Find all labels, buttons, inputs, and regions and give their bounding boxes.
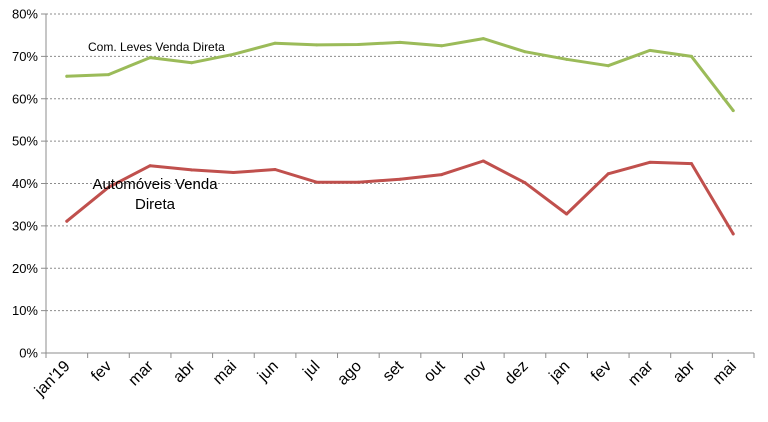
x-tick-label: dez	[502, 358, 532, 388]
data-point	[148, 164, 152, 168]
data-point	[481, 159, 485, 163]
data-point	[565, 57, 569, 61]
axes	[45, 14, 754, 354]
data-point	[481, 37, 485, 41]
data-point	[398, 177, 402, 181]
data-point	[606, 172, 610, 176]
x-tick-label: mar	[625, 357, 657, 389]
data-point	[440, 173, 444, 177]
y-tick-label: 40%	[12, 176, 38, 191]
x-tick-label: jun	[254, 358, 282, 386]
x-tick-label: mar	[125, 357, 157, 389]
data-point	[190, 61, 194, 65]
data-point	[190, 168, 194, 172]
x-tick-label: jan	[546, 358, 574, 386]
data-point	[356, 180, 360, 184]
x-tick-label: jul	[299, 358, 323, 382]
data-point	[606, 64, 610, 68]
x-tick-label: jan'19	[31, 358, 74, 401]
data-point	[648, 48, 652, 52]
data-point	[440, 44, 444, 48]
x-tick-label: mai	[210, 358, 240, 388]
data-point	[315, 180, 319, 184]
data-point	[65, 74, 69, 78]
x-axis-ticks: jan'19 fev mar abr mai jun jul ago set out nov dez j…	[31, 353, 755, 401]
x-tick-label: abr	[670, 357, 699, 386]
x-tick-label: abr	[170, 357, 199, 386]
y-tick-label: 30%	[12, 218, 38, 233]
y-tick-label: 70%	[12, 49, 38, 64]
data-point	[356, 43, 360, 47]
y-tick-label: 20%	[12, 261, 38, 276]
data-point	[398, 40, 402, 44]
data-point	[106, 73, 110, 77]
data-point	[565, 212, 569, 216]
data-point	[690, 162, 694, 166]
data-point	[648, 160, 652, 164]
data-point	[315, 43, 319, 47]
y-axis-ticks: 0% 10% 20% 30% 40% 50% 60% 70% 80%	[12, 7, 46, 361]
data-point	[523, 181, 527, 185]
x-tick-label: set	[380, 357, 408, 385]
data-point	[231, 170, 235, 174]
data-point	[273, 41, 277, 45]
series-label-automoveis: Automóveis Venda	[92, 176, 218, 193]
data-point	[731, 232, 735, 236]
x-tick-label: out	[421, 357, 449, 385]
data-point	[690, 54, 694, 58]
x-tick-label: ago	[334, 358, 365, 389]
gridlines	[46, 13, 754, 312]
y-tick-label: 10%	[12, 303, 38, 318]
data-point	[65, 219, 69, 223]
y-tick-label: 60%	[12, 91, 38, 106]
series-lines	[65, 37, 735, 236]
data-point	[523, 50, 527, 54]
data-point	[148, 56, 152, 60]
y-tick-label: 50%	[12, 134, 38, 149]
series-label-automoveis: Direta	[135, 196, 176, 213]
x-tick-label: fev	[588, 358, 615, 385]
series-labels: Com. Leves Venda Direta Automóveis Venda D…	[88, 40, 225, 213]
series-label-com-leves: Com. Leves Venda Direta	[88, 40, 225, 54]
data-point	[231, 52, 235, 56]
x-tick-label: fev	[88, 358, 115, 385]
x-tick-label: nov	[460, 358, 490, 388]
y-tick-label: 0%	[19, 346, 38, 361]
data-point	[731, 109, 735, 113]
data-point	[273, 168, 277, 172]
data-point	[106, 185, 110, 189]
x-tick-label: mai	[710, 358, 740, 388]
y-tick-label: 80%	[12, 7, 38, 22]
